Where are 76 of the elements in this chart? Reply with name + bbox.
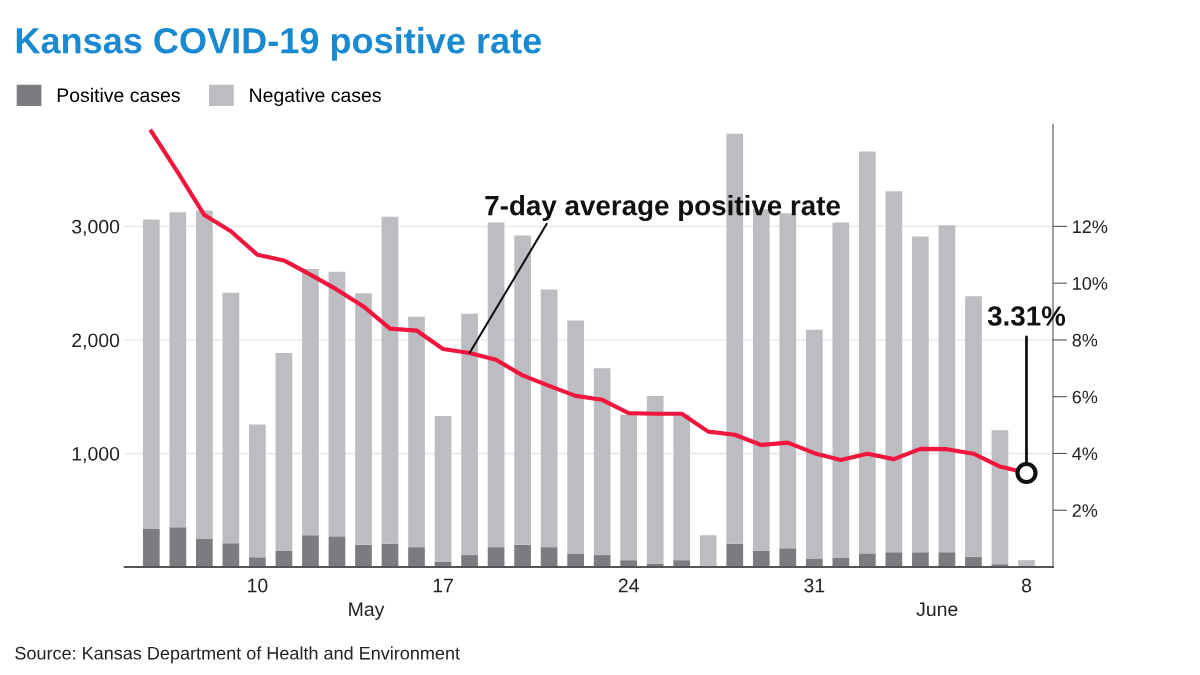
bar bbox=[434, 415, 452, 562]
text: May bbox=[349, 602, 385, 620]
bar bbox=[779, 548, 797, 567]
x-tick-label: 17 bbox=[433, 578, 453, 593]
bar bbox=[620, 414, 638, 561]
y-tick-label: 1,000 bbox=[72, 446, 120, 463]
bar bbox=[142, 219, 160, 529]
bar bbox=[646, 396, 664, 564]
bar bbox=[355, 544, 372, 567]
y2-tick-label: 6% bbox=[1072, 390, 1098, 404]
bar bbox=[699, 535, 717, 567]
bar bbox=[726, 543, 744, 567]
bar bbox=[805, 558, 823, 567]
annotation: 7-day average positive rate bbox=[485, 195, 840, 222]
bar bbox=[169, 527, 187, 567]
bar bbox=[991, 430, 1009, 565]
x-tick-label: 31 bbox=[804, 578, 825, 593]
bar bbox=[938, 552, 956, 567]
bar bbox=[328, 536, 346, 567]
bar bbox=[938, 225, 956, 553]
bar bbox=[408, 547, 425, 567]
x-tick-label: 8 bbox=[1021, 578, 1032, 593]
bar bbox=[593, 368, 611, 556]
bar bbox=[805, 329, 823, 559]
bar bbox=[222, 292, 240, 544]
bar bbox=[302, 268, 319, 536]
bar bbox=[965, 296, 982, 557]
bar bbox=[169, 212, 187, 528]
bar bbox=[461, 313, 478, 556]
y2-tick-label: 2% bbox=[1072, 504, 1098, 517]
bar bbox=[832, 222, 850, 558]
bar bbox=[381, 543, 399, 567]
bar bbox=[540, 289, 558, 548]
bar bbox=[302, 535, 319, 567]
bar bbox=[859, 553, 876, 567]
bar bbox=[249, 424, 266, 558]
bar bbox=[381, 216, 399, 544]
y2-tick-label: 10% bbox=[1073, 277, 1108, 290]
bar bbox=[275, 352, 293, 551]
bar bbox=[912, 236, 929, 553]
bar bbox=[752, 550, 770, 567]
bar bbox=[885, 552, 903, 567]
y2-tick-label: 8% bbox=[1072, 333, 1098, 347]
y-tick-label: 3,000 bbox=[72, 219, 120, 236]
y2-tick-label: 12% bbox=[1073, 220, 1108, 234]
bar bbox=[593, 555, 611, 567]
bar bbox=[142, 528, 160, 567]
bar bbox=[328, 271, 346, 537]
chart-title: Kansas COVID-19 positive rate bbox=[16, 27, 541, 61]
legend-label: Positive cases bbox=[57, 87, 180, 103]
annotation: 3.31% bbox=[987, 306, 1066, 326]
bar bbox=[487, 547, 505, 567]
bar bbox=[673, 414, 691, 561]
bar bbox=[567, 553, 584, 567]
x-tick-label: 10 bbox=[248, 578, 268, 593]
source-note: Source: Kansas Department of Health and Environment bbox=[15, 646, 460, 664]
x-tick-label: 24 bbox=[618, 578, 639, 593]
bar bbox=[540, 547, 558, 567]
y-tick-label: 2,000 bbox=[72, 333, 120, 350]
bar bbox=[487, 222, 505, 548]
bar bbox=[222, 543, 240, 567]
bar bbox=[196, 538, 213, 567]
text: June bbox=[916, 602, 958, 617]
bar bbox=[859, 151, 876, 554]
y2-tick-label: 4% bbox=[1072, 447, 1098, 461]
legend-label: Negative cases bbox=[250, 87, 381, 106]
bar bbox=[408, 316, 425, 548]
bar bbox=[249, 557, 266, 567]
bar bbox=[567, 320, 584, 554]
bar bbox=[355, 293, 372, 545]
bar bbox=[514, 544, 531, 567]
bar bbox=[461, 555, 478, 567]
bar bbox=[885, 191, 903, 553]
bar bbox=[196, 210, 213, 539]
bar bbox=[514, 235, 531, 545]
bar bbox=[912, 552, 929, 567]
